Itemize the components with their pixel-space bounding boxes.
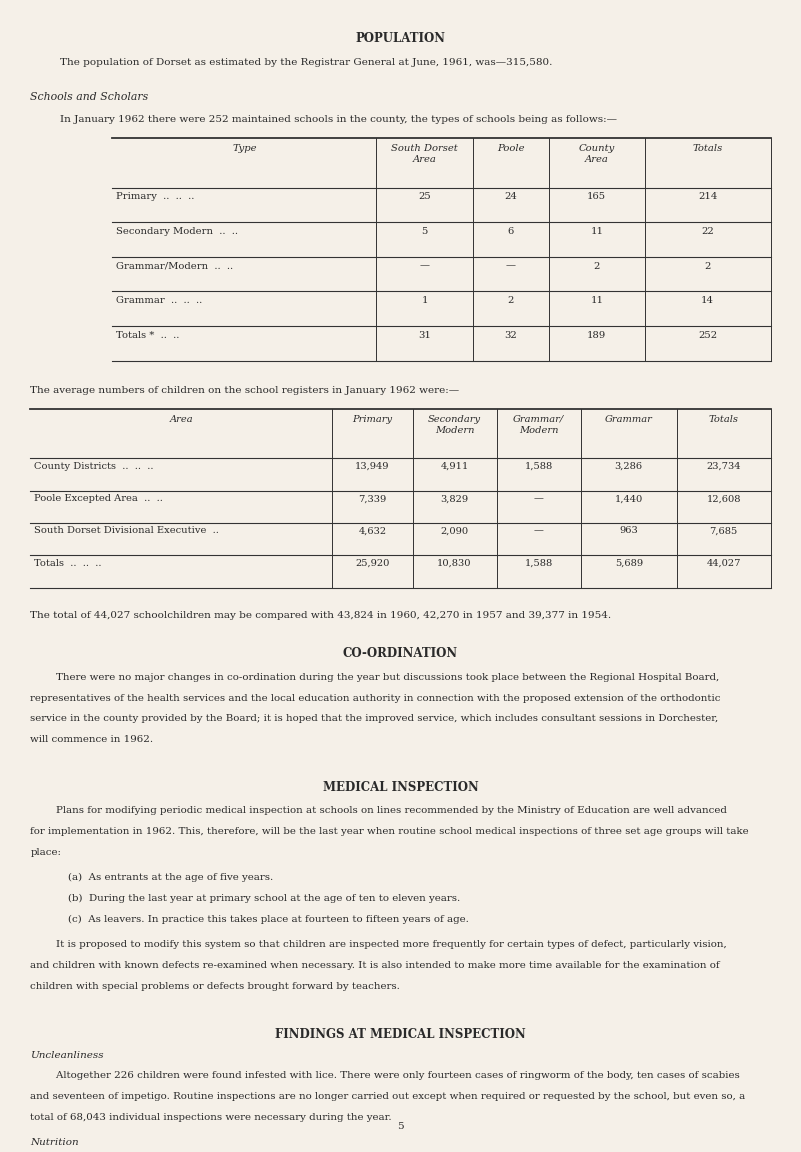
Text: Poole: Poole [497,144,525,153]
Text: The total of 44,027 schoolchildren may be compared with 43,824 in 1960, 42,270 i: The total of 44,027 schoolchildren may b… [30,611,611,620]
Text: —: — [505,262,516,271]
Text: total of 68,043 individual inspections were necessary during the year.: total of 68,043 individual inspections w… [30,1113,392,1122]
Text: 22: 22 [702,227,714,236]
Text: 214: 214 [698,192,718,202]
Text: 2: 2 [594,262,600,271]
Text: (a)  As entrants at the age of five years.: (a) As entrants at the age of five years… [68,873,273,882]
Text: POPULATION: POPULATION [356,32,445,45]
Text: 1,440: 1,440 [614,494,643,503]
Text: Totals: Totals [709,415,739,424]
Text: 25,920: 25,920 [356,559,389,568]
Text: Grammar/Modern  ..  ..: Grammar/Modern .. .. [116,262,233,271]
Text: Grammar: Grammar [605,415,653,424]
Text: and children with known defects re-examined when necessary. It is also intended : and children with known defects re-exami… [30,961,720,970]
Text: Area: Area [170,415,193,424]
Text: 2: 2 [705,262,710,271]
Text: will commence in 1962.: will commence in 1962. [30,735,154,744]
Text: 4,911: 4,911 [441,462,469,471]
Text: 2,090: 2,090 [441,526,469,536]
Text: Primary: Primary [352,415,392,424]
Text: Type: Type [232,144,256,153]
Text: 963: 963 [619,526,638,536]
Text: children with special problems or defects brought forward by teachers.: children with special problems or defect… [30,982,400,991]
Text: 23,734: 23,734 [706,462,741,471]
Text: The average numbers of children on the school registers in January 1962 were:—: The average numbers of children on the s… [30,386,460,395]
Text: 24: 24 [504,192,517,202]
Text: County
Area: County Area [578,144,615,164]
Text: Secondary Modern  ..  ..: Secondary Modern .. .. [116,227,238,236]
Text: Altogether 226 children were found infested with lice. There were only fourteen : Altogether 226 children were found infes… [30,1071,740,1081]
Text: County Districts  ..  ..  ..: County Districts .. .. .. [34,462,154,471]
Text: Plans for modifying periodic medical inspection at schools on lines recommended : Plans for modifying periodic medical ins… [30,806,727,816]
Text: Schools and Scholars: Schools and Scholars [30,92,149,103]
Text: 25: 25 [418,192,431,202]
Text: 5,689: 5,689 [614,559,643,568]
Text: In January 1962 there were 252 maintained schools in the county, the types of sc: In January 1962 there were 252 maintaine… [60,115,617,124]
Text: for implementation in 1962. This, therefore, will be the last year when routine : for implementation in 1962. This, theref… [30,827,749,836]
Text: 12,608: 12,608 [706,494,741,503]
Text: 165: 165 [587,192,606,202]
Text: 4,632: 4,632 [358,526,387,536]
Text: 5: 5 [421,227,428,236]
Text: 5: 5 [397,1122,404,1131]
Text: —: — [533,526,544,536]
Text: Totals  ..  ..  ..: Totals .. .. .. [34,559,102,568]
Text: 6: 6 [508,227,513,236]
Text: 13,949: 13,949 [355,462,390,471]
Text: and seventeen of impetigo. Routine inspections are no longer carried out except : and seventeen of impetigo. Routine inspe… [30,1092,746,1101]
Text: Secondary
Modern: Secondary Modern [428,415,481,434]
Text: 7,339: 7,339 [358,494,387,503]
Text: 1: 1 [421,296,428,305]
Text: Nutrition: Nutrition [30,1138,79,1147]
Text: It is proposed to modify this system so that children are inspected more frequen: It is proposed to modify this system so … [30,940,727,949]
Text: Grammar/
Modern: Grammar/ Modern [513,415,564,434]
Text: 44,027: 44,027 [706,559,741,568]
Text: 3,286: 3,286 [614,462,643,471]
Text: 252: 252 [698,331,717,340]
Text: 1,588: 1,588 [525,462,553,471]
Text: 11: 11 [590,227,603,236]
Text: Poole Excepted Area  ..  ..: Poole Excepted Area .. .. [34,494,163,503]
Text: 31: 31 [418,331,431,340]
Text: place:: place: [30,848,62,857]
Text: Primary  ..  ..  ..: Primary .. .. .. [116,192,195,202]
Text: 1,588: 1,588 [525,559,553,568]
Text: Totals: Totals [693,144,723,153]
Text: Uncleanliness: Uncleanliness [30,1051,104,1060]
Text: There were no major changes in co-ordination during the year but discussions too: There were no major changes in co-ordina… [30,673,719,682]
Text: South Dorset Divisional Executive  ..: South Dorset Divisional Executive .. [34,526,219,536]
Text: 3,829: 3,829 [441,494,469,503]
Text: 189: 189 [587,331,606,340]
Text: 7,685: 7,685 [710,526,738,536]
Text: 10,830: 10,830 [437,559,472,568]
Text: Grammar  ..  ..  ..: Grammar .. .. .. [116,296,203,305]
Text: FINDINGS AT MEDICAL INSPECTION: FINDINGS AT MEDICAL INSPECTION [275,1028,526,1040]
Text: MEDICAL INSPECTION: MEDICAL INSPECTION [323,781,478,794]
Text: South Dorset
Area: South Dorset Area [391,144,458,164]
Text: representatives of the health services and the local education authority in conn: representatives of the health services a… [30,694,721,703]
Text: —: — [420,262,429,271]
Text: Totals *  ..  ..: Totals * .. .. [116,331,179,340]
Text: The population of Dorset as estimated by the Registrar General at June, 1961, wa: The population of Dorset as estimated by… [60,58,553,67]
Text: 11: 11 [590,296,603,305]
Text: 32: 32 [505,331,517,340]
Text: —: — [533,494,544,503]
Text: (b)  During the last year at primary school at the age of ten to eleven years.: (b) During the last year at primary scho… [68,894,461,903]
Text: service in the county provided by the Board; it is hoped that the improved servi: service in the county provided by the Bo… [30,714,718,723]
Text: CO-ORDINATION: CO-ORDINATION [343,647,458,660]
Text: 14: 14 [701,296,714,305]
Text: 2: 2 [508,296,513,305]
Text: (c)  As leavers. In practice this takes place at fourteen to fifteen years of ag: (c) As leavers. In practice this takes p… [68,915,469,924]
